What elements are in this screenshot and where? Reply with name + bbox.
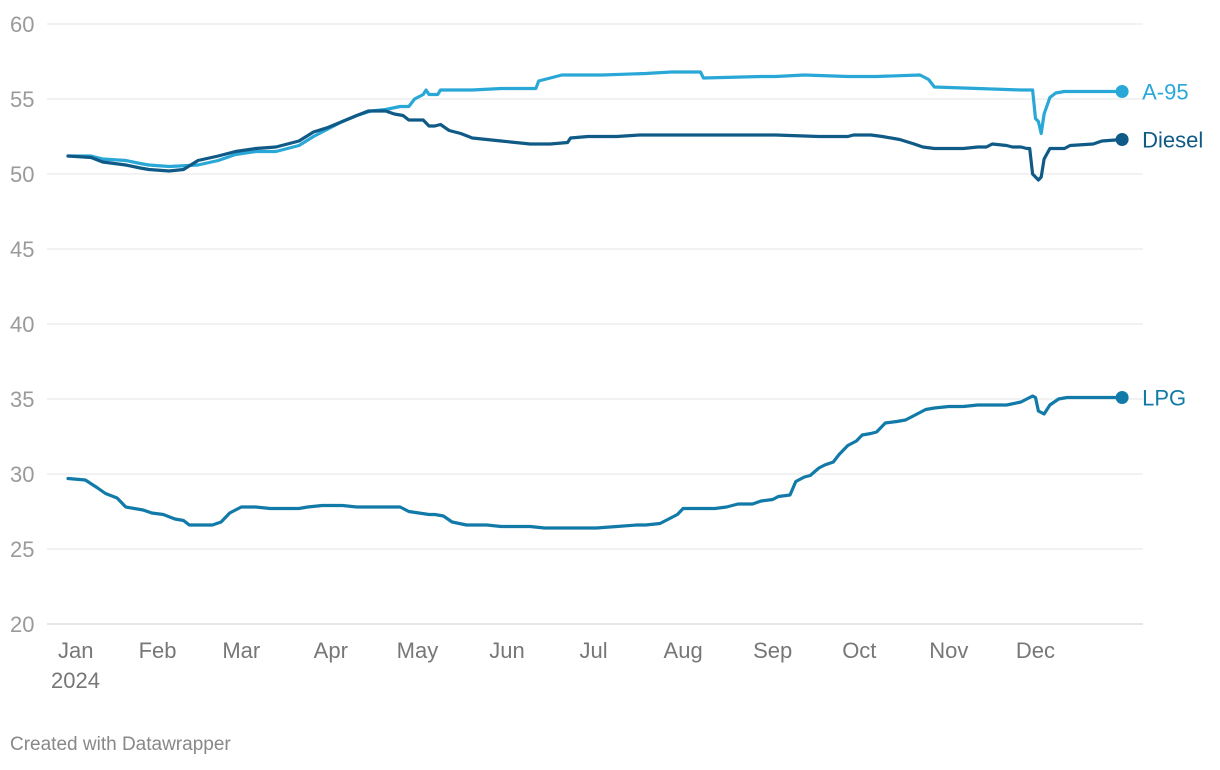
x-tick-label-dec: Dec bbox=[1016, 638, 1055, 663]
x-tick-label-feb: Feb bbox=[139, 638, 177, 663]
x-tick-label-sep: Sep bbox=[753, 638, 792, 663]
y-tick-label-20: 20 bbox=[10, 612, 34, 637]
x-tick-label-aug: Aug bbox=[664, 638, 703, 663]
y-tick-label-60: 60 bbox=[10, 12, 34, 37]
series-label-lpg: LPG bbox=[1142, 386, 1186, 411]
series-line-a-95 bbox=[66, 70, 1124, 169]
y-tick-label-50: 50 bbox=[10, 162, 34, 187]
series-label-diesel: Diesel bbox=[1142, 128, 1203, 153]
x-tick-label-apr: Apr bbox=[314, 638, 348, 663]
x-tick-label-jun: Jun bbox=[489, 638, 524, 663]
y-tick-label-45: 45 bbox=[10, 237, 34, 262]
x-tick-label-oct: Oct bbox=[842, 638, 876, 663]
series-end-dot-diesel bbox=[1115, 133, 1129, 146]
footer-credit: Created with Datawrapper bbox=[10, 734, 231, 755]
series-line-diesel bbox=[66, 109, 1124, 182]
x-tick-label-nov: Nov bbox=[929, 638, 968, 663]
y-tick-label-35: 35 bbox=[10, 387, 34, 412]
x-tick-label-jan: Jan bbox=[58, 638, 93, 663]
y-tick-label-25: 25 bbox=[10, 537, 34, 562]
series-line-lpg bbox=[66, 394, 1124, 530]
x-tick-label-may: May bbox=[397, 638, 439, 663]
y-tick-label-55: 55 bbox=[10, 87, 34, 112]
series-label-a-95: A-95 bbox=[1142, 80, 1188, 105]
series-end-dot-a-95 bbox=[1115, 85, 1129, 98]
series-end-dot-lpg bbox=[1115, 391, 1129, 404]
y-tick-label-40: 40 bbox=[10, 312, 34, 337]
x-tick-label-mar: Mar bbox=[222, 638, 260, 663]
x-tick-sublabel-year: 2024 bbox=[51, 668, 100, 693]
x-tick-label-jul: Jul bbox=[580, 638, 608, 663]
y-tick-label-30: 30 bbox=[10, 462, 34, 487]
